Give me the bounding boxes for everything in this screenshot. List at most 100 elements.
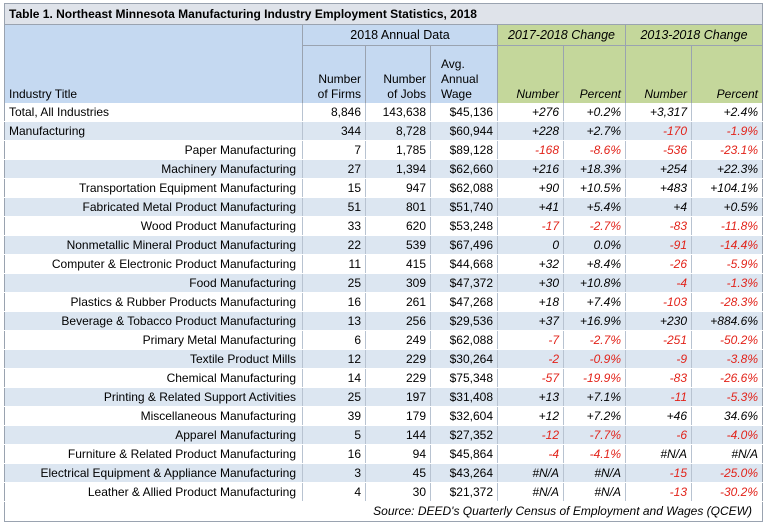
wage-cell: $60,944 xyxy=(430,121,498,141)
firms-cell: 14 xyxy=(302,368,366,388)
column-header-change-5yr-percent: Percent xyxy=(691,45,763,103)
column-header-jobs: Number of Jobs xyxy=(365,45,431,103)
table-row: Textile Product Mills 12 229 $30,264 -2 -0.9%… xyxy=(4,349,763,369)
change-5yr-percent-cell: -28.3% xyxy=(691,292,763,312)
wage-cell: $67,496 xyxy=(430,235,498,255)
industry-cell: Machinery Manufacturing xyxy=(4,159,303,179)
change-1yr-percent-cell: +7.4% xyxy=(563,292,626,312)
change-1yr-number-cell: -4 xyxy=(497,444,564,464)
firms-cell: 8,846 xyxy=(302,103,366,122)
change-1yr-number-cell: -168 xyxy=(497,140,564,160)
firms-cell: 16 xyxy=(302,444,366,464)
change-5yr-number-cell: -6 xyxy=(625,425,692,445)
wage-cell: $47,268 xyxy=(430,292,498,312)
table-body: Total, All Industries 8,846 143,638 $45,136… xyxy=(4,103,763,502)
table-row: Computer & Electronic Product Manufactur… xyxy=(4,254,763,274)
jobs-cell: 45 xyxy=(365,463,431,483)
firms-cell: 33 xyxy=(302,216,366,236)
change-1yr-number-cell: +13 xyxy=(497,387,564,407)
industry-cell: Wood Product Manufacturing xyxy=(4,216,303,236)
industry-cell: Total, All Industries xyxy=(4,103,303,122)
table-title: Table 1. Northeast Minnesota Manufacturi… xyxy=(3,3,764,25)
jobs-cell: 801 xyxy=(365,197,431,217)
change-1yr-percent-cell: +10.8% xyxy=(563,273,626,293)
industry-cell: Beverage & Tobacco Product Manufacturing xyxy=(4,311,303,331)
change-5yr-number-cell: -4 xyxy=(625,273,692,293)
change-1yr-percent-cell: -8.6% xyxy=(563,140,626,160)
table-row: Beverage & Tobacco Product Manufacturing… xyxy=(4,311,763,331)
industry-cell: Paper Manufacturing xyxy=(4,140,303,160)
wage-cell: $45,136 xyxy=(430,103,498,122)
jobs-cell: 1,785 xyxy=(365,140,431,160)
wage-cell: $51,740 xyxy=(430,197,498,217)
change-1yr-percent-cell: +0.2% xyxy=(563,103,626,122)
jobs-cell: 229 xyxy=(365,349,431,369)
change-1yr-number-cell: -12 xyxy=(497,425,564,445)
industry-cell: Printing & Related Support Activities xyxy=(4,387,303,407)
change-1yr-number-cell: +216 xyxy=(497,159,564,179)
column-header-change-1yr-number: Number xyxy=(497,45,564,103)
column-header-firms-line2: of Firms xyxy=(317,87,361,101)
change-1yr-percent-cell: -4.1% xyxy=(563,444,626,464)
firms-cell: 6 xyxy=(302,330,366,350)
jobs-cell: 249 xyxy=(365,330,431,350)
change-1yr-percent-cell: -2.7% xyxy=(563,216,626,236)
wage-cell: $75,348 xyxy=(430,368,498,388)
change-5yr-percent-cell: -50.2% xyxy=(691,330,763,350)
firms-cell: 4 xyxy=(302,482,366,502)
wage-cell: $53,248 xyxy=(430,216,498,236)
jobs-cell: 197 xyxy=(365,387,431,407)
change-1yr-number-cell: +276 xyxy=(497,103,564,122)
group-header-change-1yr: 2017-2018 Change xyxy=(497,24,626,46)
change-1yr-percent-cell: +16.9% xyxy=(563,311,626,331)
change-1yr-number-cell: #N/A xyxy=(497,482,564,502)
table-row: Paper Manufacturing 7 1,785 $89,128 -168 -8.6… xyxy=(4,140,763,160)
firms-cell: 13 xyxy=(302,311,366,331)
table-row: Manufacturing 344 8,728 $60,944 +228 +2.7% -17… xyxy=(4,121,763,141)
firms-cell: 25 xyxy=(302,387,366,407)
firms-cell: 5 xyxy=(302,425,366,445)
table-row: Machinery Manufacturing 27 1,394 $62,660 +21… xyxy=(4,159,763,179)
table-row: Fabricated Metal Product Manufacturing 51… xyxy=(4,197,763,217)
wage-cell: $89,128 xyxy=(430,140,498,160)
change-1yr-percent-cell: #N/A xyxy=(563,482,626,502)
change-1yr-percent-cell: +7.2% xyxy=(563,406,626,426)
change-5yr-number-cell: -91 xyxy=(625,235,692,255)
industry-cell: Plastics & Rubber Products Manufacturing xyxy=(4,292,303,312)
firms-cell: 7 xyxy=(302,140,366,160)
change-1yr-number-cell: +90 xyxy=(497,178,564,198)
wage-cell: $21,372 xyxy=(430,482,498,502)
change-5yr-number-cell: -251 xyxy=(625,330,692,350)
industry-cell: Miscellaneous Manufacturing xyxy=(4,406,303,426)
change-5yr-percent-cell: -14.4% xyxy=(691,235,763,255)
change-5yr-number-cell: -103 xyxy=(625,292,692,312)
change-5yr-number-cell: -536 xyxy=(625,140,692,160)
change-5yr-number-cell: +230 xyxy=(625,311,692,331)
change-1yr-number-cell: +32 xyxy=(497,254,564,274)
change-1yr-percent-cell: -7.7% xyxy=(563,425,626,445)
jobs-cell: 309 xyxy=(365,273,431,293)
change-5yr-number-cell: +46 xyxy=(625,406,692,426)
change-5yr-percent-cell: -1.3% xyxy=(691,273,763,293)
firms-cell: 39 xyxy=(302,406,366,426)
header-blank xyxy=(4,24,303,46)
table-row: Leather & Allied Product Manufacturing 4 3… xyxy=(4,482,763,502)
change-5yr-percent-cell: #N/A xyxy=(691,444,763,464)
industry-cell: Food Manufacturing xyxy=(4,273,303,293)
industry-cell: Manufacturing xyxy=(4,121,303,141)
table-row: Total, All Industries 8,846 143,638 $45,136… xyxy=(4,103,763,122)
column-header-wage: Avg. Annual Wage xyxy=(430,45,498,103)
change-1yr-number-cell: -57 xyxy=(497,368,564,388)
industry-cell: Transportation Equipment Manufacturing xyxy=(4,178,303,198)
firms-cell: 3 xyxy=(302,463,366,483)
change-1yr-number-cell: +12 xyxy=(497,406,564,426)
column-header-wage-line1: Avg. xyxy=(441,57,465,71)
firms-cell: 11 xyxy=(302,254,366,274)
change-5yr-number-cell: -83 xyxy=(625,216,692,236)
change-5yr-number-cell: -26 xyxy=(625,254,692,274)
change-1yr-number-cell: 0 xyxy=(497,235,564,255)
wage-cell: $43,264 xyxy=(430,463,498,483)
wage-cell: $29,536 xyxy=(430,311,498,331)
change-5yr-percent-cell: +104.1% xyxy=(691,178,763,198)
table-row: Chemical Manufacturing 14 229 $75,348 -57 -19… xyxy=(4,368,763,388)
